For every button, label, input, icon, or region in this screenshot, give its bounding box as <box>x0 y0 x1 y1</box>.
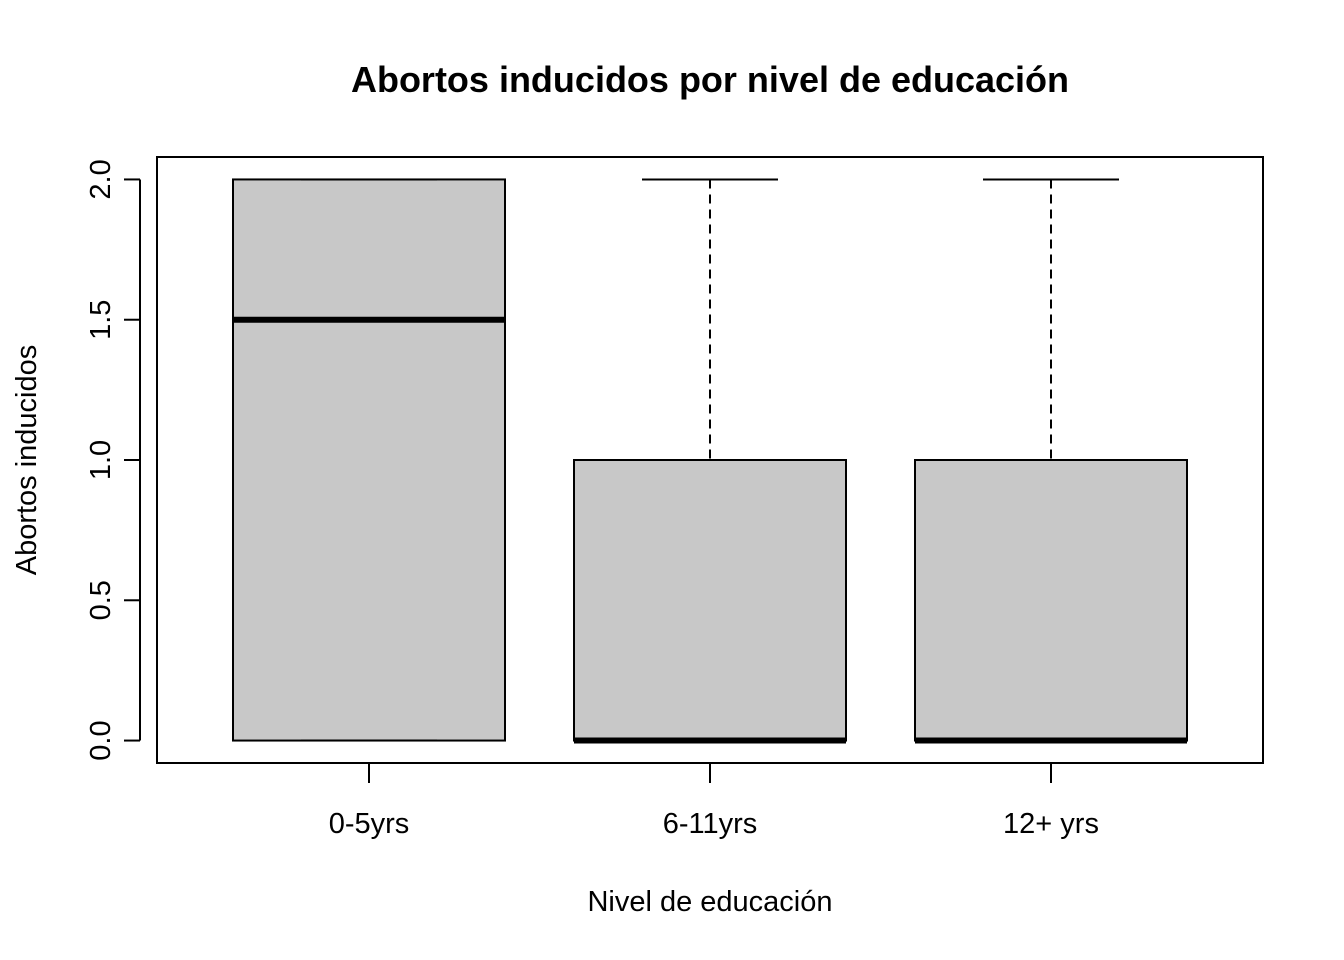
x-axis-title: Nivel de educación <box>587 886 832 918</box>
box-body <box>573 459 847 742</box>
y-tick-label: 0.5 <box>85 580 117 620</box>
y-tick-label: 2.0 <box>85 159 117 199</box>
boxes <box>232 178 1188 744</box>
x-axis: 0-5yrs 6-11yrs 12+ yrs <box>329 762 1099 840</box>
x-tick-label: 6-11yrs <box>663 808 758 840</box>
y-tick-label: 0.0 <box>85 720 117 760</box>
box-0-5yrs <box>232 178 506 742</box>
chart-title: Abortos inducidos por nivel de educación <box>351 59 1069 100</box>
x-tick-label: 0-5yrs <box>329 808 410 840</box>
box-12+ yrs <box>914 178 1188 744</box>
x-tick-label: 12+ yrs <box>1003 808 1099 840</box>
box-body <box>914 459 1188 742</box>
y-tick-label: 1.0 <box>85 440 117 480</box>
y-axis-title: Abortos inducidos <box>11 345 43 576</box>
y-axis: 0.0 0.5 1.0 1.5 2.0 <box>85 159 141 761</box>
box-6-11yrs <box>573 178 847 744</box>
y-tick-label: 1.5 <box>85 300 117 340</box>
box-body <box>232 178 506 742</box>
